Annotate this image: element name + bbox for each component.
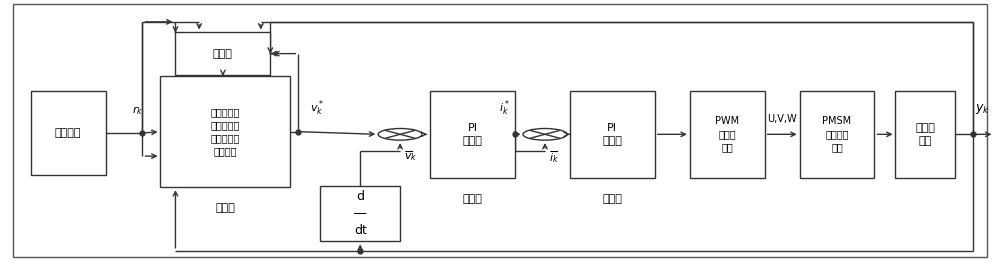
Text: 存储器: 存储器 (213, 49, 233, 59)
Bar (31, 91, 106, 175)
Text: $v_k^*$: $v_k^*$ (310, 99, 324, 118)
Bar (570, 91, 655, 178)
Bar (160, 76, 290, 187)
Bar (895, 91, 955, 178)
Text: 电流环: 电流环 (602, 194, 622, 204)
Text: 给定模块: 给定模块 (55, 128, 81, 138)
Text: PMSM
永磁同步
电机: PMSM 永磁同步 电机 (822, 116, 852, 152)
Text: −: − (549, 146, 559, 159)
Text: $i_k$: $i_k$ (549, 151, 559, 165)
Text: $v_k$: $v_k$ (404, 151, 417, 163)
Bar (175, 32, 270, 75)
Text: 速度环: 速度环 (463, 194, 482, 204)
Text: $r_k$: $r_k$ (132, 104, 143, 117)
Text: $i_k^*$: $i_k^*$ (499, 99, 510, 118)
Text: PI
控制器: PI 控制器 (602, 123, 622, 146)
Text: PI
控制器: PI 控制器 (463, 123, 482, 146)
Text: d
―
dt: d ― dt (354, 190, 367, 237)
Bar (690, 91, 765, 178)
Text: PWM
功率驱
动器: PWM 功率驱 动器 (715, 116, 739, 152)
Bar (320, 186, 400, 242)
Bar (430, 91, 515, 178)
Bar (800, 91, 874, 178)
Text: $y_k$: $y_k$ (975, 102, 990, 116)
Text: −: − (404, 146, 415, 159)
Text: U,V,W: U,V,W (767, 114, 796, 124)
Text: 光电编
码器: 光电编 码器 (915, 123, 935, 146)
Text: 位置环: 位置环 (215, 203, 235, 213)
Text: 基于反双曲
正弦吸引律
的双周期重
复控制器: 基于反双曲 正弦吸引律 的双周期重 复控制器 (211, 107, 240, 156)
